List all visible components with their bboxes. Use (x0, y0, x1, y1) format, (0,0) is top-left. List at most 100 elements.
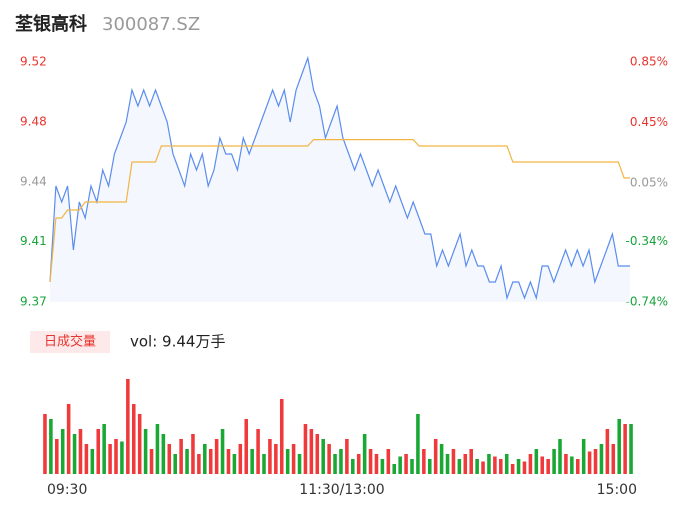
y-tick-label: 9.44 (20, 175, 47, 189)
volume-bar (416, 414, 420, 474)
y2-tick-label: 0.05% (630, 175, 668, 189)
volume-bar (279, 399, 284, 474)
volume-bar (463, 454, 468, 474)
volume-bar (197, 454, 201, 474)
volume-bar (250, 449, 254, 474)
volume-bar (356, 454, 361, 474)
stock-name: 荃银高科 (15, 13, 87, 35)
volume-bar (351, 459, 355, 474)
volume-bar (422, 449, 426, 474)
volume-bar (155, 424, 160, 474)
volume-bar (386, 449, 391, 474)
volume-bar (481, 461, 485, 474)
volume-bar (510, 464, 515, 474)
volume-bar (137, 414, 142, 474)
volume-bar (131, 404, 136, 474)
volume-bar (522, 461, 527, 474)
price-area (50, 58, 630, 302)
x-tick-label: 11:30/13:00 (299, 482, 384, 498)
volume-bar (581, 439, 586, 474)
volume-bar (268, 439, 272, 474)
volume-bar (60, 429, 65, 474)
volume-bar (528, 454, 533, 474)
average-line (49, 139, 630, 283)
volume-bar (315, 434, 320, 474)
volume-bar (493, 456, 497, 474)
volume-bar (339, 449, 343, 474)
y2-tick-label: -0.34% (626, 234, 668, 248)
volume-bar (593, 449, 598, 474)
volume-bar (546, 459, 550, 474)
volume-bar (374, 454, 379, 474)
y2-tick-label: -0.74% (626, 295, 668, 309)
volume-bar (179, 439, 183, 474)
volume-bar (96, 429, 101, 474)
volume-bar (552, 449, 556, 474)
volume-bar (90, 449, 95, 474)
volume-summary: vol: 9.44万手 (130, 333, 225, 351)
volume-bar (291, 444, 296, 474)
volume-bar (451, 449, 456, 474)
volume-bar (226, 449, 231, 474)
volume-bar (274, 444, 278, 474)
volume-bar (108, 444, 112, 474)
y2-tick-label: 0.85% (630, 55, 668, 69)
volume-bar (564, 454, 568, 474)
x-tick-label: 09:30 (47, 482, 87, 498)
volume-bar (173, 454, 177, 474)
price-line (49, 55, 630, 301)
volume-bar (439, 444, 444, 474)
volume-bar (333, 454, 337, 474)
volume-bar (599, 444, 604, 474)
volume-bar (623, 424, 627, 474)
y2-tick-label: 0.45% (630, 115, 668, 129)
volume-bar (78, 429, 83, 474)
volume-bar (629, 424, 633, 474)
volume-bar (380, 459, 385, 474)
y-tick-label: 9.48 (20, 115, 47, 129)
volume-bar (238, 444, 243, 474)
volume-bar (297, 454, 302, 474)
volume-bar (161, 434, 166, 474)
volume-bar (232, 454, 237, 474)
volume-bar (167, 444, 172, 474)
volume-bar (433, 439, 438, 474)
volume-bar (475, 459, 479, 474)
volume-bar (605, 429, 610, 474)
y-tick-label: 9.37 (20, 295, 47, 309)
volume-bar (244, 419, 249, 474)
volume-bar (587, 451, 592, 474)
volume-bar (143, 429, 148, 474)
volume-bar (203, 444, 207, 474)
volume-bar (487, 454, 491, 474)
volume-bar (309, 429, 314, 474)
volume-bar (327, 444, 331, 474)
volume-bar (499, 459, 503, 474)
tag-bg (30, 331, 110, 353)
volume-bar (72, 434, 77, 474)
x-tick-label: 15:00 (597, 482, 637, 498)
volume-bar (149, 449, 154, 474)
volume-bar (321, 439, 325, 474)
volume-bar (362, 434, 367, 474)
volume-bar (398, 456, 402, 474)
volume-bar (55, 439, 59, 474)
volume-bar (256, 429, 260, 474)
volume-bar (214, 439, 219, 474)
volume-bar (43, 414, 47, 474)
volume-bar (66, 404, 71, 474)
volume-bar (558, 439, 562, 474)
volume-bar (516, 459, 521, 474)
volume-bar (220, 429, 225, 474)
volume-bar (303, 424, 308, 474)
volume-bar (208, 449, 213, 474)
volume-bar (345, 439, 349, 474)
volume-bar (504, 454, 509, 474)
volume-bar (84, 444, 89, 474)
volume-bar (410, 459, 414, 474)
volume-bar (126, 379, 130, 474)
volume-bar (404, 454, 408, 474)
volume-bar (392, 464, 397, 474)
volume-bar (49, 419, 53, 474)
